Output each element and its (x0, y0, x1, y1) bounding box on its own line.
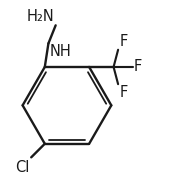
Text: F: F (120, 34, 128, 49)
Text: NH: NH (49, 44, 71, 59)
Text: Cl: Cl (15, 160, 30, 174)
Text: F: F (134, 60, 142, 74)
Text: F: F (120, 85, 128, 100)
Text: H₂N: H₂N (27, 9, 55, 24)
